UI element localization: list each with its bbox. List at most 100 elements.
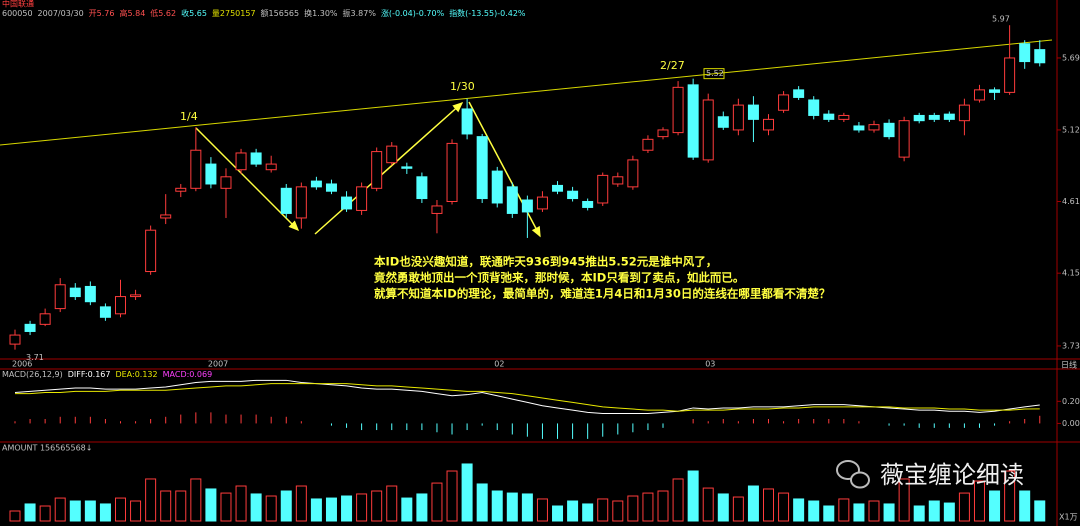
candle-body xyxy=(235,152,247,171)
volume-bar xyxy=(943,502,955,522)
volume-bar xyxy=(597,498,609,522)
candle-body xyxy=(9,334,21,345)
legend-entry: MACD:0.069 xyxy=(163,370,213,379)
volume-bar xyxy=(612,500,624,522)
candle-body xyxy=(325,183,337,192)
quote-item: 指数(-13.55)-0.42% xyxy=(449,8,526,18)
volume-bar xyxy=(627,495,639,522)
y-tick-label: 3.73 xyxy=(1062,341,1080,350)
volume-bar xyxy=(461,463,473,522)
volume-bar xyxy=(250,493,262,522)
candle-body xyxy=(190,149,202,189)
candle-body xyxy=(175,187,187,192)
volume-bar xyxy=(491,490,503,522)
volume-bar xyxy=(1019,490,1031,522)
y-tick-label: 5.69 xyxy=(1062,53,1080,62)
candle-body xyxy=(642,138,654,151)
macd-line xyxy=(15,383,1040,412)
volume-bar xyxy=(536,498,548,522)
candle-body xyxy=(567,190,579,200)
candle-body xyxy=(401,166,413,169)
date-annotation: 1/30 xyxy=(450,80,475,93)
candle-body xyxy=(747,104,759,120)
candle-body xyxy=(461,108,473,135)
volume-bar xyxy=(341,495,353,522)
stock-name: 中国联通 xyxy=(2,0,34,9)
volume-bar xyxy=(401,497,413,522)
volume-bar xyxy=(9,510,21,522)
candle-body xyxy=(431,205,443,214)
candle-body xyxy=(130,294,142,298)
date-annotation: 1/4 xyxy=(180,110,198,123)
volume-bar xyxy=(69,500,81,522)
volume-bar xyxy=(1034,500,1046,522)
y-tick-label: 4.15 xyxy=(1062,269,1080,278)
volume-bar xyxy=(838,498,850,522)
candle-body xyxy=(416,176,428,200)
candle-body xyxy=(84,285,96,303)
volume-bar xyxy=(868,500,880,522)
volume-bar xyxy=(687,470,699,522)
volume-bar xyxy=(476,483,488,522)
axis-label: 日线 xyxy=(1061,360,1077,370)
candle-body xyxy=(476,136,488,200)
volume-bar xyxy=(702,487,714,522)
volume-bar xyxy=(552,505,564,522)
volume-bar xyxy=(672,478,684,522)
candle-body xyxy=(1004,57,1016,93)
price-label-box xyxy=(703,68,725,80)
volume-bar xyxy=(190,478,202,522)
volume-bar xyxy=(145,478,157,522)
volume-bar xyxy=(54,497,66,522)
candle-body xyxy=(250,152,262,165)
candle-body xyxy=(205,163,217,185)
volume-bar xyxy=(235,485,247,522)
volume-bar xyxy=(853,503,865,522)
volume-bar xyxy=(431,482,443,522)
volume-bar xyxy=(657,490,669,522)
volume-bar xyxy=(416,493,428,522)
candle-body xyxy=(868,124,880,131)
volume-bar xyxy=(99,503,111,522)
candle-body xyxy=(265,163,277,171)
volume-bar xyxy=(898,478,910,522)
quote-item: 开5.76 xyxy=(89,9,115,18)
y-tick-label: 0.20 xyxy=(1062,397,1080,406)
price-label: 5.52 xyxy=(706,69,724,78)
watermark: 薇宝缠论细读 xyxy=(880,461,1024,489)
y-tick-label: 4.61 xyxy=(1062,197,1080,206)
candle-body xyxy=(536,196,548,210)
trend-line xyxy=(0,39,1053,146)
candle-body xyxy=(778,94,790,111)
arrow xyxy=(468,101,541,238)
volume-bar xyxy=(205,488,217,522)
candle-body xyxy=(808,99,820,116)
quote-item: 额156565 xyxy=(261,8,300,18)
quote-item: 振3.87% xyxy=(343,8,377,18)
volume-bar xyxy=(310,498,322,522)
x-tick-label: 03 xyxy=(705,360,715,369)
candle-body xyxy=(386,145,398,164)
candle-body xyxy=(627,159,639,188)
candle-body xyxy=(657,129,669,138)
panel-title-text: MACD(26,12,9) xyxy=(2,370,63,379)
volume-bar xyxy=(717,493,729,522)
volume-bar xyxy=(973,480,985,522)
note-line: 就算不知道本ID的理论，最简单的，难道连1月4日和1月30日的连线在哪里都看不清… xyxy=(374,287,830,301)
candle-body xyxy=(69,287,81,298)
x-tick-label: 2006 xyxy=(12,360,32,369)
volume-bar xyxy=(793,498,805,522)
volume-bar xyxy=(582,503,594,522)
volume-bar xyxy=(778,492,790,522)
candle-body xyxy=(491,170,503,204)
volume-bar xyxy=(808,500,820,522)
candle-body xyxy=(295,186,307,219)
candle-body xyxy=(687,84,699,158)
x-tick-label: 02 xyxy=(494,360,504,369)
volume-bar xyxy=(521,493,533,522)
volume-bar xyxy=(295,485,307,522)
panel-title: MACD(26,12,9) DIFF:0.167 DEA:0.132 MACD:0.0… xyxy=(2,370,212,379)
volume-bar xyxy=(175,490,187,522)
candle-body xyxy=(446,142,458,202)
